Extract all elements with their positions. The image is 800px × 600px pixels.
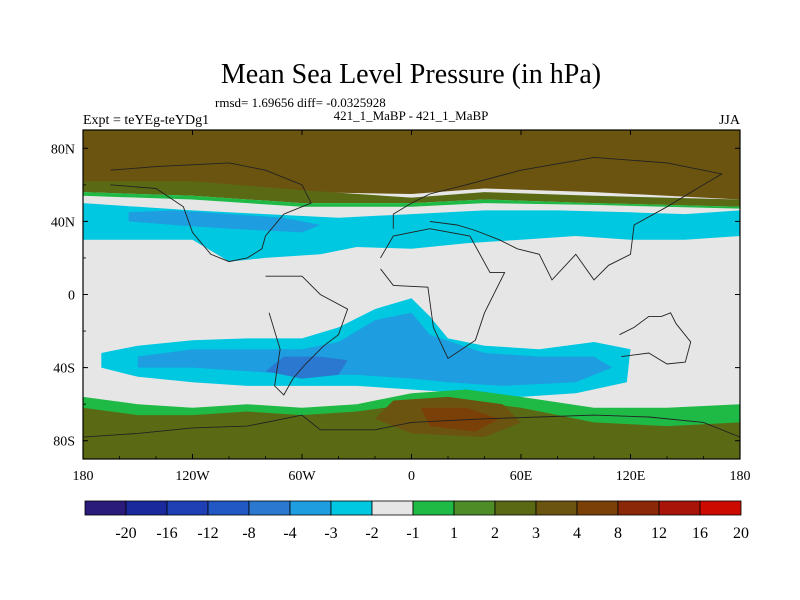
coastline-north-america: [110, 162, 312, 263]
x-tick-label: 180: [730, 469, 751, 484]
colorbar-swatch: [412, 500, 455, 516]
colorbar-label: 16: [692, 525, 708, 542]
colorbar-swatch: [453, 500, 496, 516]
colorbar-label: -8: [242, 525, 255, 542]
y-tick-label: 0: [68, 289, 75, 304]
center-label: 421_1_MaBP - 421_1_MaBP: [334, 108, 489, 123]
colorbar-swatch: [125, 500, 168, 516]
stats-line: rmsd= 1.69656 diff= -0.0325928: [215, 95, 386, 110]
colorbar-label: 12: [651, 525, 667, 542]
colorbar-label: 2: [491, 525, 499, 542]
colorbar-label: -4: [283, 525, 296, 542]
coastlines: [83, 156, 740, 438]
colorbar-swatch: [658, 500, 701, 516]
colorbar-label: -16: [156, 525, 177, 542]
colorbar-label: 4: [573, 525, 581, 542]
colorbar-label: 3: [532, 525, 540, 542]
y-tick-label: 80N: [51, 142, 75, 157]
coastline-south-america: [265, 275, 349, 396]
colorbar-swatch: [248, 500, 291, 516]
region-south-trough-dark: [265, 356, 348, 379]
region-arctic-mid: [83, 181, 740, 207]
colorbar-label: 1: [450, 525, 458, 542]
map-area: [83, 130, 740, 459]
region-north-trough-mid: [128, 210, 321, 233]
colorbar-label: -20: [115, 525, 136, 542]
region-arctic-edge: [83, 192, 740, 209]
x-tick-label: 120E: [616, 469, 646, 484]
y-axis: 80N 40N 0 40S 80S: [51, 142, 740, 450]
coastline-antarctica: [83, 414, 740, 438]
y-tick-label: 80S: [53, 435, 75, 450]
chart-title: Mean Sea Level Pressure (in hPa): [221, 59, 601, 90]
colorbar-swatch: [576, 500, 619, 516]
coastline-australia: [619, 312, 692, 365]
colorbar-swatch: [84, 500, 127, 516]
x-axis: 180 120W 60W 0 60E 120E 180: [73, 130, 751, 484]
colorbar-label: -3: [324, 525, 337, 542]
contour-fills: [83, 130, 740, 459]
colorbar-swatch: [617, 500, 660, 516]
colorbar-label: 20: [733, 525, 749, 542]
x-tick-label: 120W: [175, 469, 210, 484]
colorbar-label: -1: [406, 525, 419, 542]
left-label: Expt = teYEg-teYDg1: [83, 113, 209, 128]
colorbar-swatch: [699, 500, 742, 516]
region-arctic-high: [83, 130, 740, 200]
y-tick-label: 40S: [53, 362, 75, 377]
colorbar-swatch: [371, 500, 414, 516]
right-label: JJA: [719, 113, 741, 128]
colorbar-label: -2: [365, 525, 378, 542]
colorbar: -20 -16 -12 -8 -4 -3 -2 -1 1 2 3 4 8 12 16 20: [84, 500, 749, 542]
x-tick-label: 180: [73, 469, 94, 484]
colorbar-swatch: [330, 500, 373, 516]
colorbar-swatch: [535, 500, 578, 516]
x-tick-label: 60W: [288, 469, 316, 484]
colorbar-swatch: [207, 500, 250, 516]
colorbar-swatch: [166, 500, 209, 516]
colorbar-label: -12: [197, 525, 218, 542]
x-tick-label: 60E: [510, 469, 533, 484]
x-tick-label: 0: [408, 469, 415, 484]
colorbar-label: 8: [614, 525, 622, 542]
coastline-africa: [380, 228, 506, 360]
coastline-eurasia: [392, 156, 724, 281]
region-south-trough-mid: [137, 312, 613, 386]
colorbar-swatch: [494, 500, 537, 516]
colorbar-swatch: [289, 500, 332, 516]
y-tick-label: 40N: [51, 215, 75, 230]
